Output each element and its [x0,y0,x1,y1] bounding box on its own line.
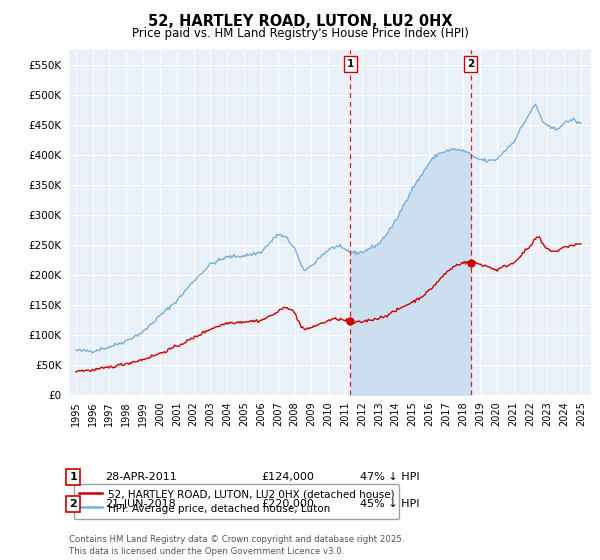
Text: 1: 1 [347,59,354,69]
Text: 1: 1 [70,472,77,482]
Text: 21-JUN-2018: 21-JUN-2018 [105,499,176,509]
Legend: 52, HARTLEY ROAD, LUTON, LU2 0HX (detached house), HPI: Average price, detached : 52, HARTLEY ROAD, LUTON, LU2 0HX (detach… [74,484,400,519]
Text: 2: 2 [70,499,77,509]
Text: £220,000: £220,000 [261,499,314,509]
Text: 52, HARTLEY ROAD, LUTON, LU2 0HX: 52, HARTLEY ROAD, LUTON, LU2 0HX [148,14,452,29]
Text: 47% ↓ HPI: 47% ↓ HPI [360,472,419,482]
Text: Price paid vs. HM Land Registry's House Price Index (HPI): Price paid vs. HM Land Registry's House … [131,27,469,40]
Text: £124,000: £124,000 [261,472,314,482]
Text: 28-APR-2011: 28-APR-2011 [105,472,177,482]
Text: 2: 2 [467,59,475,69]
Text: Contains HM Land Registry data © Crown copyright and database right 2025.
This d: Contains HM Land Registry data © Crown c… [69,535,404,556]
Text: 45% ↓ HPI: 45% ↓ HPI [360,499,419,509]
